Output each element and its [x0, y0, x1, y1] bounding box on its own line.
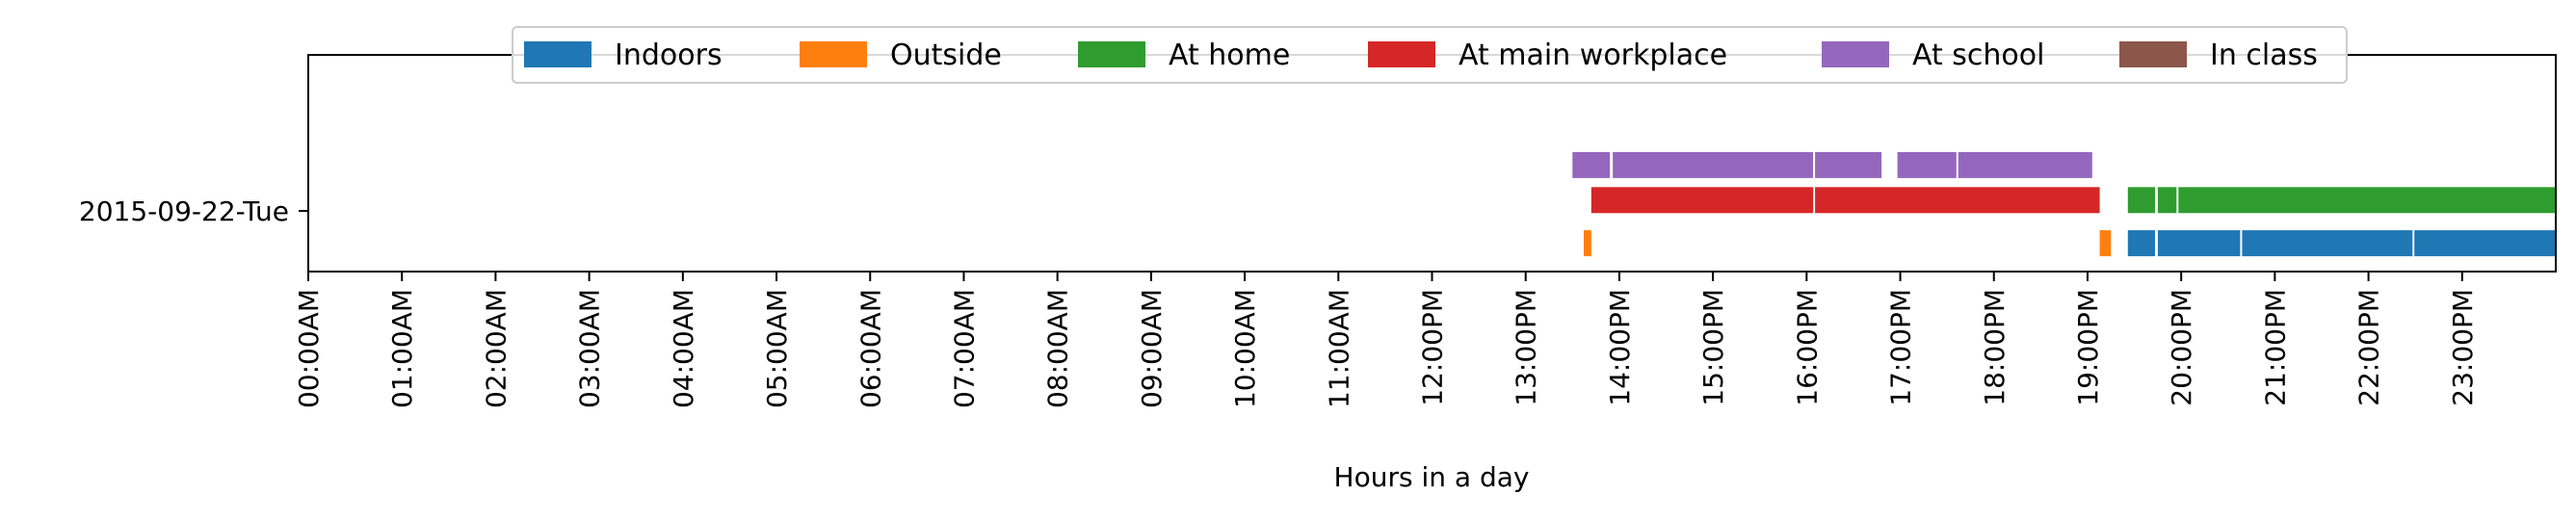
legend-label-0: Indoors — [615, 39, 723, 72]
bar-4-1 — [1613, 151, 1814, 178]
x-tick-label-7: 07:00AM — [948, 289, 980, 408]
legend-label-3: At main workplace — [1459, 39, 1727, 72]
y-tick-label-0: 2015-09-22-Tue — [79, 195, 289, 227]
x-tick-label-6: 06:00AM — [854, 289, 886, 408]
x-tick-label-1: 01:00AM — [386, 289, 418, 408]
x-tick-label-3: 03:00AM — [574, 289, 606, 408]
x-tick-label-9: 09:00AM — [1136, 289, 1168, 408]
bar-1-0 — [1584, 230, 1591, 257]
x-tick-label-20: 20:00PM — [2166, 289, 2197, 406]
x-tick-label-5: 05:00AM — [761, 289, 793, 408]
legend-swatch-3 — [1368, 41, 1435, 67]
x-tick-label-13: 13:00PM — [1511, 289, 1542, 406]
bar-3-0 — [1590, 187, 1814, 214]
bar-2-2 — [2178, 187, 2556, 214]
x-axis-label: Hours in a day — [1334, 461, 1530, 493]
legend-label-2: At home — [1169, 39, 1290, 72]
x-tick-label-14: 14:00PM — [1604, 289, 1636, 406]
legend-swatch-0 — [524, 41, 591, 67]
legend-swatch-1 — [800, 41, 867, 67]
bar-3-1 — [1815, 187, 2100, 214]
x-tick-label-0: 00:00AM — [293, 289, 325, 408]
bar-2-1 — [2157, 187, 2177, 214]
x-tick-label-12: 12:00PM — [1417, 289, 1449, 406]
x-tick-label-17: 17:00PM — [1885, 289, 1917, 406]
legend-swatch-5 — [2119, 41, 2187, 67]
x-tick-label-10: 10:00AM — [1229, 289, 1261, 408]
x-tick-label-2: 02:00AM — [480, 289, 512, 408]
legend-label-1: Outside — [890, 39, 1002, 72]
x-tick-label-23: 23:00PM — [2447, 289, 2479, 406]
bar-0-0 — [2127, 230, 2155, 257]
bar-0-1 — [2157, 230, 2241, 257]
bar-0-3 — [2414, 230, 2555, 257]
bar-4-3 — [1897, 151, 1957, 178]
x-axis-ticks: 00:00AM 01:00AM 02:00AM 03:00AM 04:00AM 05:00… — [293, 272, 2479, 408]
legend-swatch-2 — [1078, 41, 1145, 67]
bar-1-1 — [2099, 230, 2112, 257]
x-tick-label-19: 19:00PM — [2072, 289, 2104, 406]
x-tick-label-4: 04:00AM — [668, 289, 699, 408]
legend-swatch-4 — [1822, 41, 1889, 67]
y-axis-ticks: 2015-09-22-Tue — [79, 195, 308, 227]
x-tick-label-21: 21:00PM — [2259, 289, 2291, 406]
x-tick-label-16: 16:00PM — [1791, 289, 1823, 406]
bar-4-4 — [1958, 151, 2092, 178]
bar-0-2 — [2242, 230, 2413, 257]
legend-label-4: At school — [1912, 39, 2044, 72]
legend: Indoors Outside At home At main workplace At… — [512, 26, 2348, 84]
x-tick-label-11: 11:00AM — [1323, 289, 1354, 408]
bar-4-2 — [1815, 151, 1882, 178]
bar-2-0 — [2127, 187, 2155, 214]
bar-4-0 — [1572, 151, 1611, 178]
x-tick-label-18: 18:00PM — [1979, 289, 2011, 406]
x-tick-label-8: 08:00AM — [1042, 289, 1074, 408]
x-tick-label-15: 15:00PM — [1697, 289, 1729, 406]
legend-label-5: In class — [2210, 39, 2318, 72]
x-tick-label-22: 22:00PM — [2353, 289, 2385, 406]
timeline-bars — [1572, 151, 2556, 257]
